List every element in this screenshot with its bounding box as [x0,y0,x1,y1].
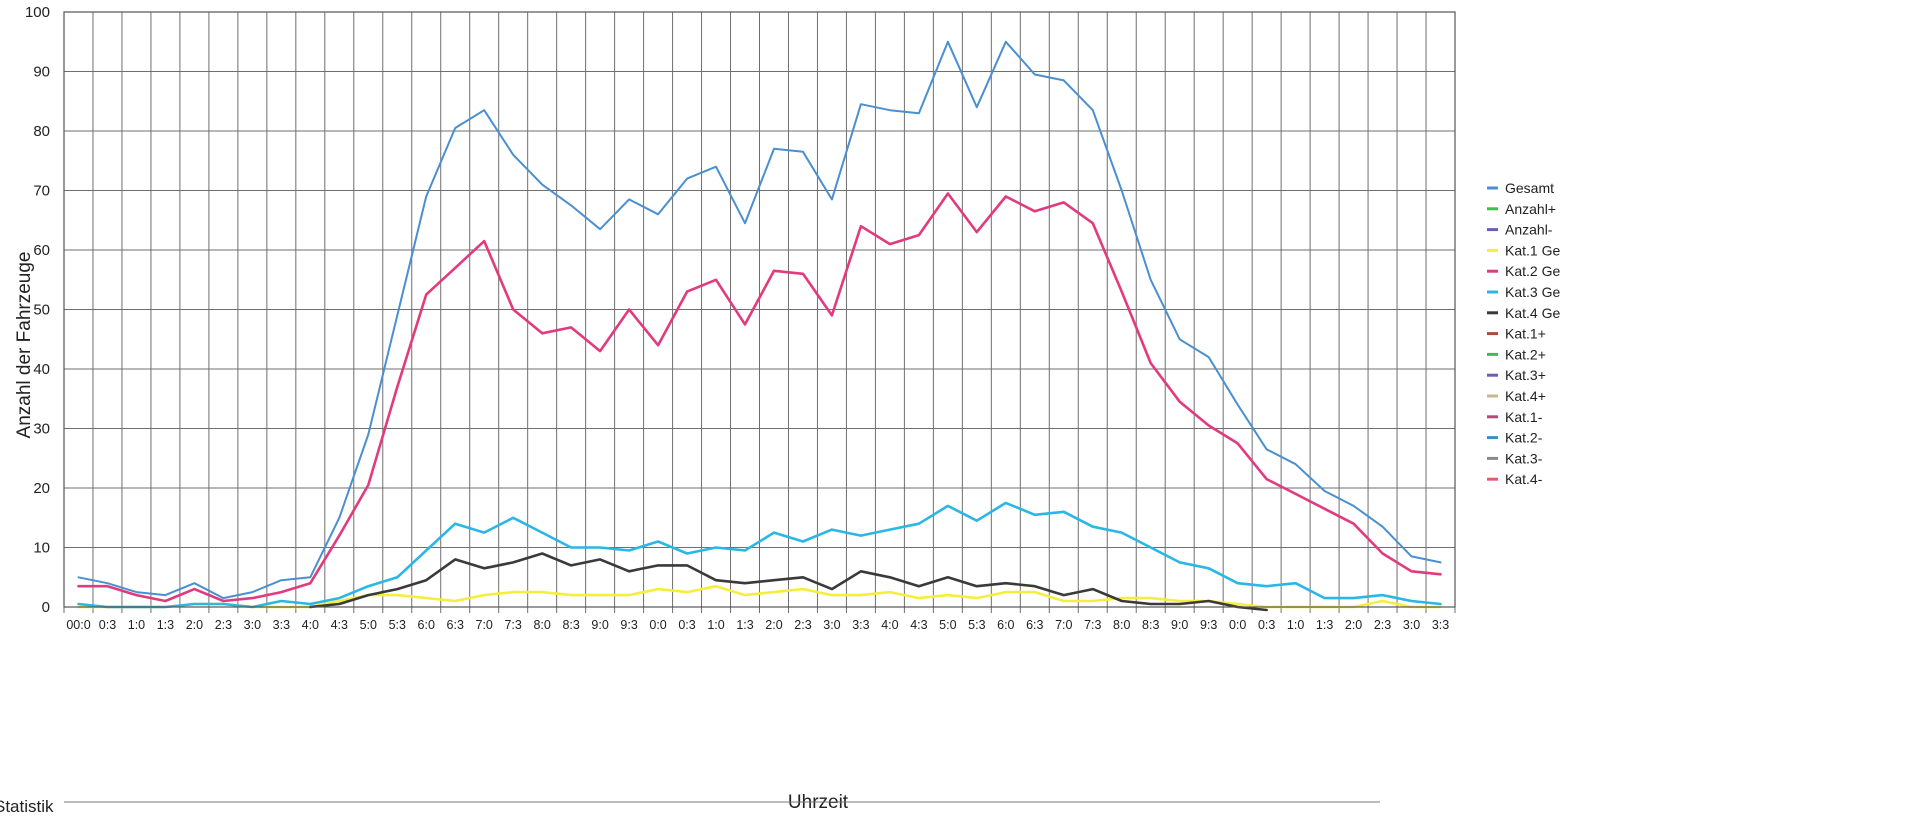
y-tick-label: 50 [33,302,50,319]
x-tick-label: 2:3 [215,618,232,632]
x-tick-label: 2:0 [765,618,782,632]
footer-label: Statistik [0,797,54,812]
legend-label: Kat.4 Ge [1505,305,1560,321]
x-tick-label: 3:3 [273,618,290,632]
y-tick-label: 60 [33,242,50,259]
x-tick-label: 0:3 [99,618,116,632]
x-tick-label: 8:3 [1142,618,1159,632]
x-tick-label: 1:0 [707,618,724,632]
x-tick-label: 9:3 [1200,618,1217,632]
plot-frame [63,11,1456,608]
y-tick-label: 10 [33,540,50,557]
x-tick-label: 7:0 [476,618,493,632]
x-tick-label: 0:3 [678,618,695,632]
series-line-kat-3-ge [77,501,1442,609]
x-tick-label: 1:3 [1316,618,1333,632]
legend-label: Kat.1- [1505,409,1543,425]
x-tick-label: 4:0 [881,618,898,632]
x-tick-label: 9:0 [591,618,608,632]
x-tick-label: 9:3 [620,618,637,632]
legend-label: Kat.3 Ge [1505,284,1560,300]
legend-label: Anzahl- [1505,222,1553,238]
x-tick-label: 5:3 [389,618,406,632]
x-tick-label: 1:3 [736,618,753,632]
legend-label: Kat.1+ [1505,326,1546,342]
x-tick-label: 3:0 [244,618,261,632]
x-tick-label: 3:3 [1432,618,1449,632]
x-tick-label: 4:0 [302,618,319,632]
x-tick-label: 0:3 [1258,618,1275,632]
x-tick-label: 2:3 [794,618,811,632]
x-tick-label: 6:3 [1026,618,1043,632]
x-tick-label: 8:0 [533,618,550,632]
y-tick-label: 0 [42,599,50,616]
x-tick-label: 4:3 [910,618,927,632]
x-tick-label: 7:3 [504,618,521,632]
x-tick-label: 1:0 [128,618,145,632]
x-tick-label: 1:3 [157,618,174,632]
x-tick-label: 2:0 [1345,618,1362,632]
x-tick-label: 6:3 [447,618,464,632]
x-tick-label: 7:0 [1055,618,1072,632]
x-tick-label: 4:3 [331,618,348,632]
y-tick-label: 90 [33,64,50,81]
y-tick-label: 30 [33,421,50,438]
legend: Gesamt Anzahl+ Anzahl- Kat.1 Ge Kat.2 Ge Kat.… [1487,180,1560,487]
x-tick-label: 2:0 [186,618,203,632]
y-tick-label: 100 [25,4,50,21]
x-tick-label: 0:0 [649,618,666,632]
x-tick-label: 1:0 [1287,618,1304,632]
x-tick-label: 3:3 [852,618,869,632]
x-tick-label: 8:3 [562,618,579,632]
series-line-kat-2-ge [77,192,1442,603]
x-tick-label: 5:0 [360,618,377,632]
legend-label: Anzahl+ [1505,201,1556,217]
x-tick-label: 8:0 [1113,618,1130,632]
x-tick-label: 7:3 [1084,618,1101,632]
x-tick-label: 00:0 [66,618,90,632]
legend-label: Kat.2+ [1505,346,1546,362]
series-line-gesamt [77,40,1442,600]
x-tick-label: 6:0 [418,618,435,632]
x-tick-label: 3:0 [823,618,840,632]
legend-label: Gesamt [1505,180,1554,196]
legend-label: Kat.3- [1505,450,1543,466]
y-tick-label: 70 [33,183,50,200]
x-tick-label: 9:0 [1171,618,1188,632]
axes: 0 10 20 30 40 50 60 70 80 90 100 00:0 0:3 1:0 1:3 2:0 2:… [25,4,1456,632]
x-tick-label: 2:3 [1374,618,1391,632]
legend-label: Kat.1 Ge [1505,242,1560,258]
legend-label: Kat.2 Ge [1505,263,1560,279]
x-tick-label: 0:0 [1229,618,1246,632]
legend-label: Kat.4+ [1505,388,1546,404]
legend-label: Kat.2- [1505,430,1543,446]
x-tick-label: 5:0 [939,618,956,632]
x-tick-label: 6:0 [997,618,1014,632]
legend-label: Kat.3+ [1505,367,1546,383]
y-tick-label: 40 [33,361,50,378]
y-tick-label: 20 [33,480,50,497]
y-axis-title: Anzahl der Fahrzeuge [14,252,35,439]
legend-label: Kat.4- [1505,471,1543,487]
x-tick-label: 5:3 [968,618,985,632]
series-line-kat-4-ge [308,552,1268,612]
y-tick-label: 80 [33,123,50,140]
x-tick-label: 3:0 [1403,618,1420,632]
